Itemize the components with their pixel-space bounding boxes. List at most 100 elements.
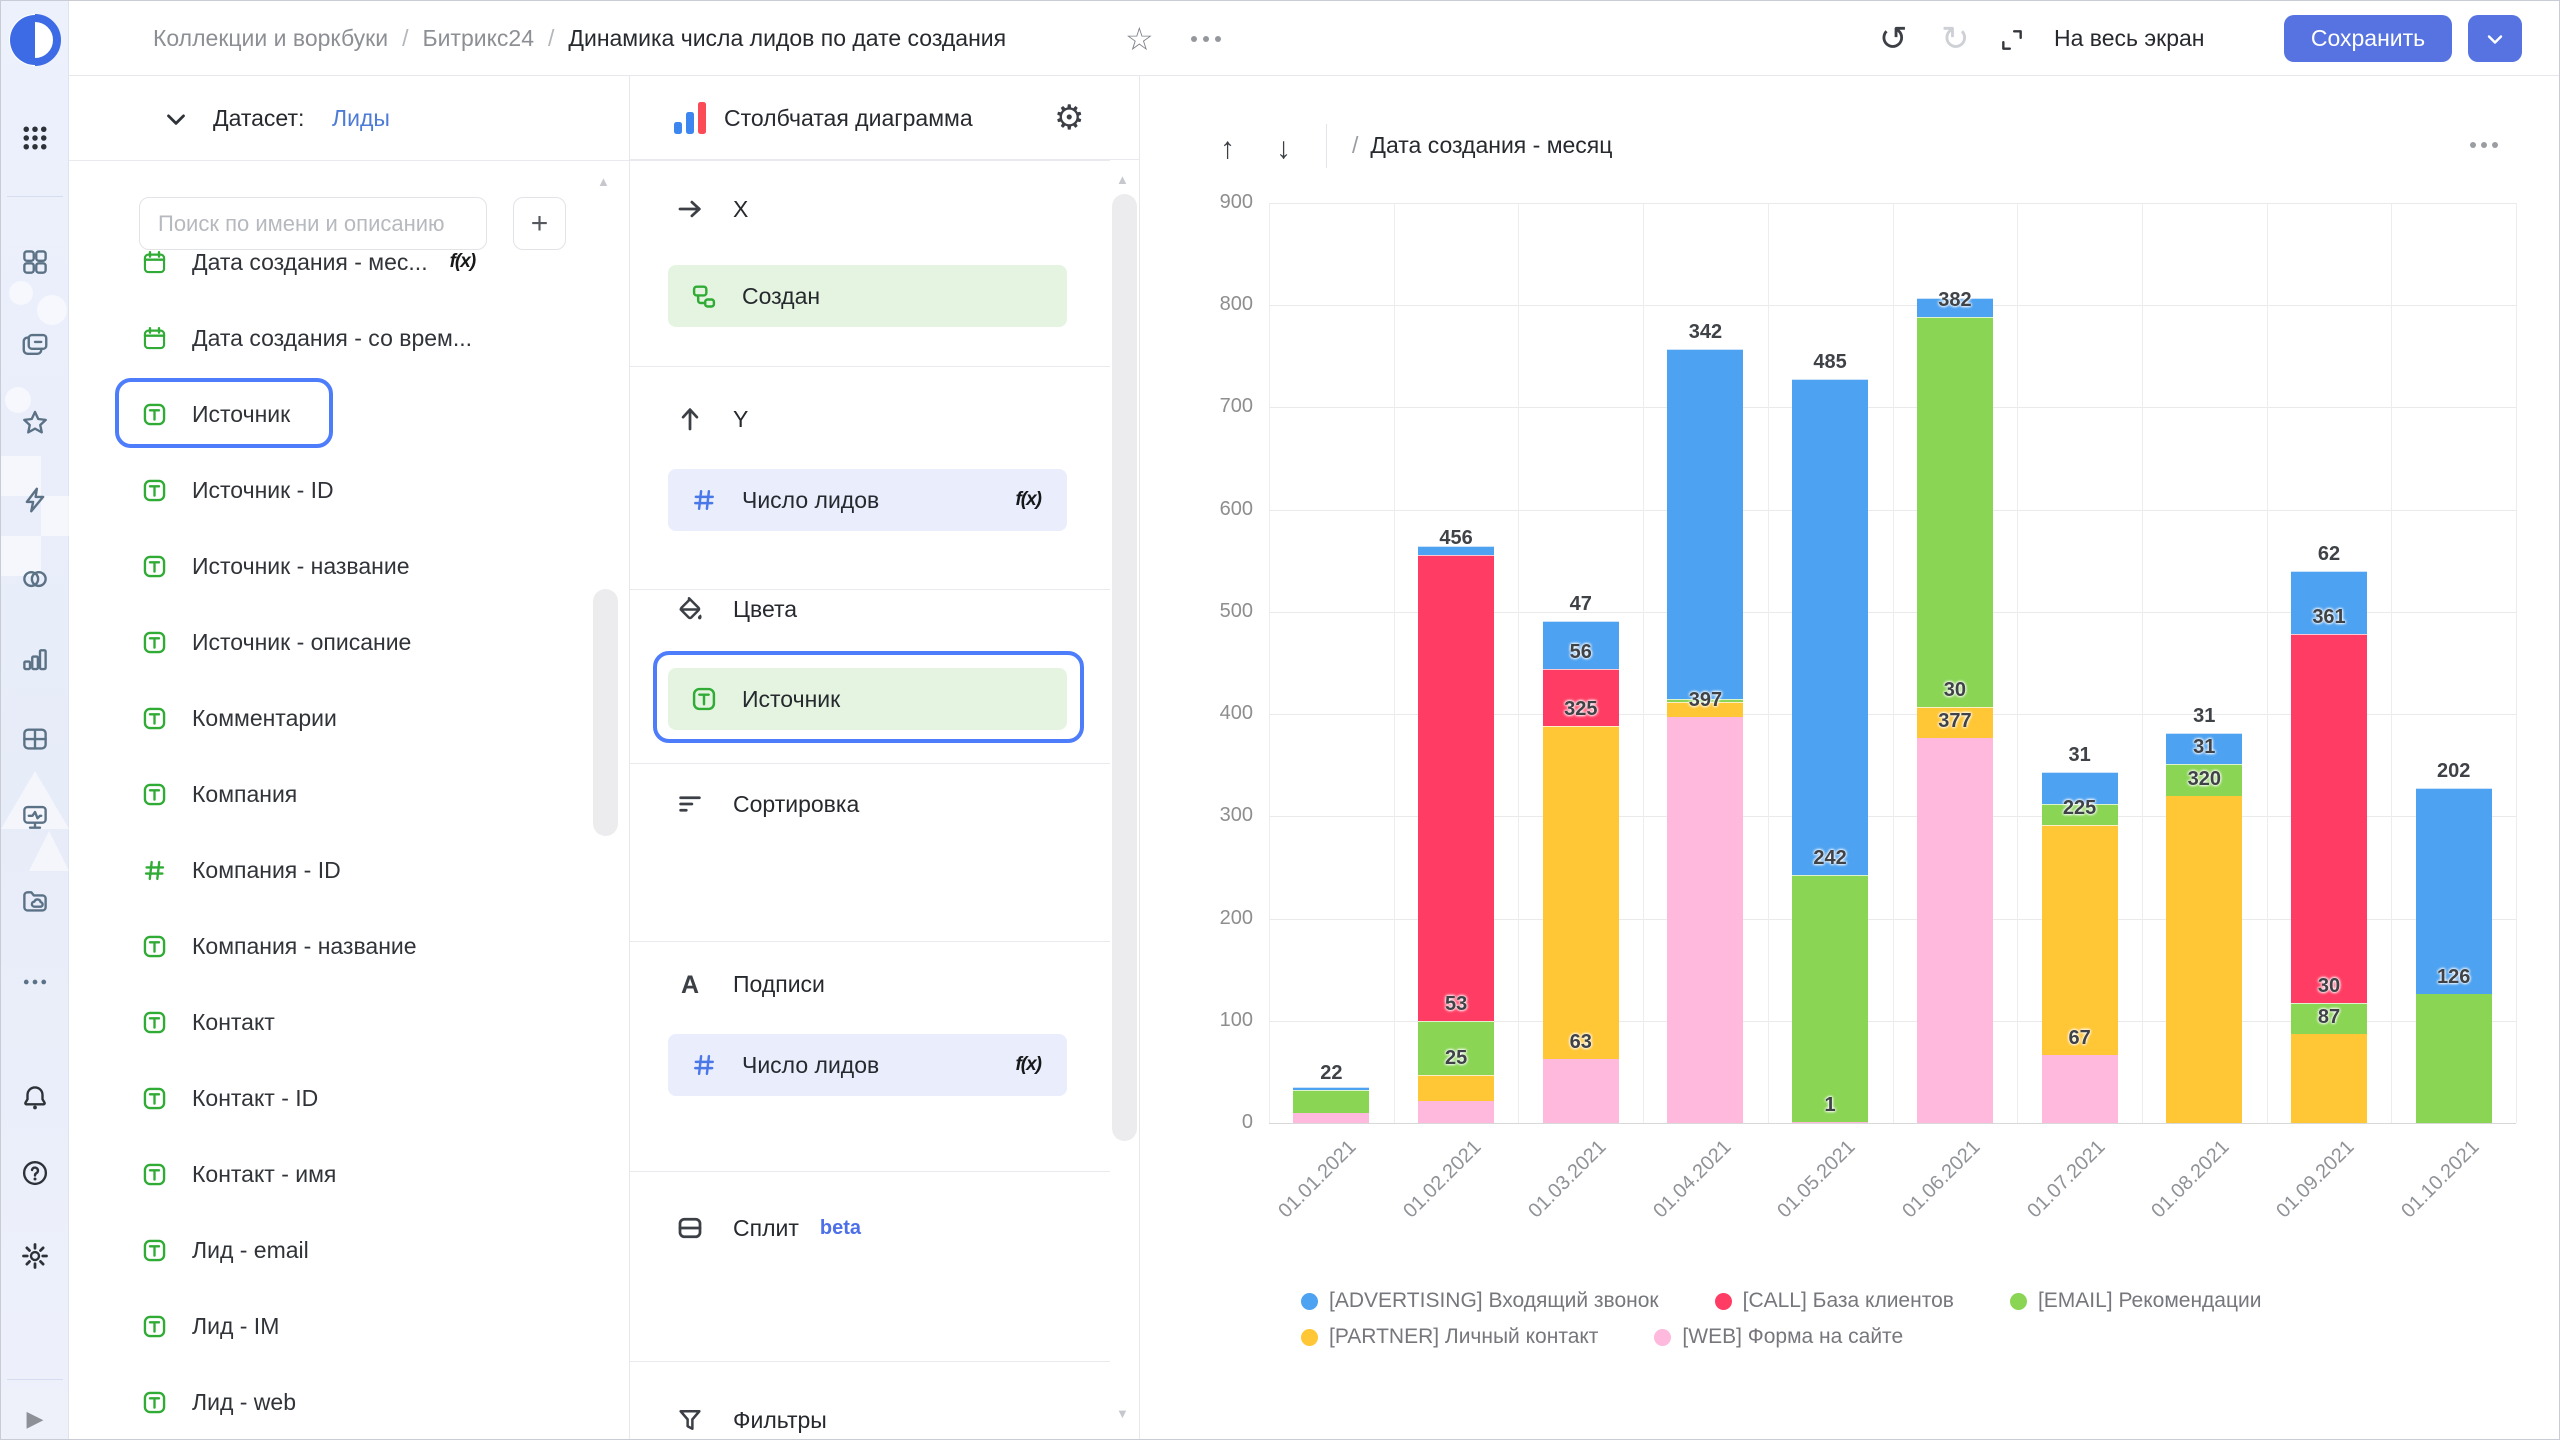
bar-segment[interactable] [1543, 1059, 1619, 1123]
chart-menu-icon[interactable] [2470, 142, 2498, 148]
field-item[interactable]: Источник - ID [69, 452, 589, 528]
bar-segment[interactable] [2416, 788, 2492, 995]
field-name: Контакт - ID [192, 1085, 318, 1112]
favorite-star-icon[interactable]: ☆ [1125, 1, 1154, 76]
field-item[interactable]: Источник - описание [69, 604, 589, 680]
labels-field-pill[interactable]: Число лидов f(x) [668, 1034, 1067, 1096]
more-menu-icon[interactable] [1191, 1, 1221, 76]
monitoring-screen-icon[interactable] [1, 799, 69, 835]
collections-folders-icon[interactable] [1, 327, 69, 363]
redo-icon[interactable]: ↻ [1941, 1, 1970, 76]
editor-lightning-icon[interactable] [1, 482, 69, 518]
navigation-squares-icon[interactable] [1, 244, 69, 280]
bar-segment[interactable] [2291, 634, 2367, 1003]
colors-field-pill[interactable]: Источник [668, 668, 1067, 730]
bar-segment[interactable] [1293, 1113, 1369, 1123]
breadcrumb-item[interactable]: Динамика числа лидов по дате создания [568, 25, 1006, 52]
bar-value-label: 361 [2312, 606, 2345, 629]
chart-type-label[interactable]: Столбчатая диаграмма [724, 76, 973, 160]
bar-segment[interactable] [2166, 796, 2242, 1123]
connections-circles-icon[interactable] [1, 561, 69, 597]
legend-item[interactable]: [ADVERTISING] Входящий звонок [1301, 1289, 1659, 1313]
storage-folder-cloud-icon[interactable] [1, 883, 69, 919]
x-field-pill[interactable]: Создан [668, 265, 1067, 327]
bar-segment[interactable] [1418, 555, 1494, 1021]
charts-bars-icon[interactable] [1, 641, 69, 677]
drill-down-icon[interactable]: ↓ [1276, 132, 1291, 166]
bar-segment[interactable] [1667, 349, 1743, 699]
bar-segment[interactable] [2291, 1034, 2367, 1123]
bar-value-label: 31 [2068, 744, 2090, 767]
favorites-star-icon[interactable] [1, 405, 69, 441]
bar-segment[interactable] [1917, 738, 1993, 1123]
config-scroll-down-icon[interactable]: ▼ [1116, 1406, 1129, 1421]
save-button[interactable]: Сохранить [2284, 15, 2452, 62]
fullscreen-icon[interactable] [1999, 27, 2025, 58]
bar-segment[interactable] [2416, 994, 2492, 1123]
field-item[interactable]: Контакт - ID [69, 1060, 589, 1136]
legend-item[interactable]: [CALL] База клиентов [1715, 1289, 1954, 1313]
bar-segment[interactable] [1293, 1087, 1369, 1090]
dataset-name-link[interactable]: Лиды [332, 76, 390, 161]
rail-divider [7, 196, 63, 197]
bar-segment[interactable] [1543, 726, 1619, 1058]
save-options-button[interactable] [2468, 15, 2522, 62]
drill-breadcrumb[interactable]: /Дата создания - месяц [1352, 132, 1612, 159]
pill-hash-icon [690, 486, 718, 514]
field-item[interactable]: Контакт - имя [69, 1136, 589, 1212]
field-item[interactable]: Компания - ID [69, 832, 589, 908]
dataset-scrollbar[interactable] [593, 589, 618, 836]
y-field-pill[interactable]: Число лидов f(x) [668, 469, 1067, 531]
bar-segment[interactable] [1293, 1090, 1369, 1113]
bar-segment[interactable] [1667, 717, 1743, 1123]
drill-up-icon[interactable]: ↑ [1220, 132, 1235, 166]
dashboards-table-icon[interactable] [1, 721, 69, 757]
expand-rail-button[interactable]: ▶ [1, 1399, 69, 1439]
bar-segment[interactable] [1917, 317, 1993, 708]
more-ellipsis-icon[interactable] [1, 964, 69, 1000]
field-item[interactable]: Дата создания - мес...f(x) [69, 224, 589, 300]
field-item[interactable]: Источник [69, 376, 589, 452]
dataset-collapse-chevron-icon[interactable] [161, 104, 191, 139]
field-item[interactable]: Контакт [69, 984, 589, 1060]
field-item[interactable]: Дата создания - со врем... [69, 300, 589, 376]
dataset-scroll-up-icon[interactable]: ▲ [597, 174, 610, 189]
bar-value-label: 56 [1570, 641, 1592, 664]
legend-item[interactable]: [WEB] Форма на сайте [1654, 1325, 1903, 1349]
chart-settings-gear-icon[interactable]: ⚙ [1054, 76, 1084, 160]
field-item[interactable]: Источник - название [69, 528, 589, 604]
settings-gear-icon[interactable] [1, 1238, 69, 1274]
bar-segment[interactable] [1792, 379, 1868, 875]
bar-chart-type-icon [674, 98, 710, 136]
notifications-bell-icon[interactable] [1, 1080, 69, 1116]
legend-item[interactable]: [EMAIL] Рекомендации [2010, 1289, 2262, 1313]
config-scrollbar[interactable] [1112, 194, 1137, 1141]
bar-segment[interactable] [1418, 1075, 1494, 1101]
help-question-icon[interactable] [1, 1155, 69, 1191]
legend-item[interactable]: [PARTNER] Личный контакт [1301, 1325, 1598, 1349]
field-item[interactable]: Комментарии [69, 680, 589, 756]
bar-segment[interactable] [1792, 1122, 1868, 1123]
apps-grid-icon[interactable] [1, 121, 69, 155]
bar-segment[interactable] [2042, 1055, 2118, 1124]
undo-icon[interactable]: ↺ [1879, 1, 1908, 76]
legend-color-dot [1301, 1293, 1318, 1310]
formula-icon: f(x) [450, 251, 476, 273]
field-item[interactable]: Лид - IM [69, 1288, 589, 1364]
config-scroll-up-icon[interactable]: ▲ [1116, 172, 1129, 187]
bar-segment[interactable] [1792, 875, 1868, 1122]
datalens-logo[interactable] [7, 12, 63, 68]
section-label: Сортировка [733, 791, 859, 818]
field-item[interactable]: Лид - email [69, 1212, 589, 1288]
pill-text-icon [690, 685, 718, 713]
bar-segment[interactable] [1418, 1101, 1494, 1124]
breadcrumb-item[interactable]: Коллекции и воркбуки [153, 25, 388, 52]
breadcrumb-item[interactable]: Битрикс24 [422, 25, 534, 52]
x-axis-tick: 01.09.2021 [2272, 1136, 2359, 1223]
bar-segment[interactable] [2042, 825, 2118, 1055]
field-item[interactable]: Компания [69, 756, 589, 832]
field-item[interactable]: Лид - web [69, 1364, 589, 1440]
field-type-text-icon [141, 1237, 168, 1264]
field-item[interactable]: Компания - название [69, 908, 589, 984]
fullscreen-label[interactable]: На весь экран [2054, 1, 2205, 76]
